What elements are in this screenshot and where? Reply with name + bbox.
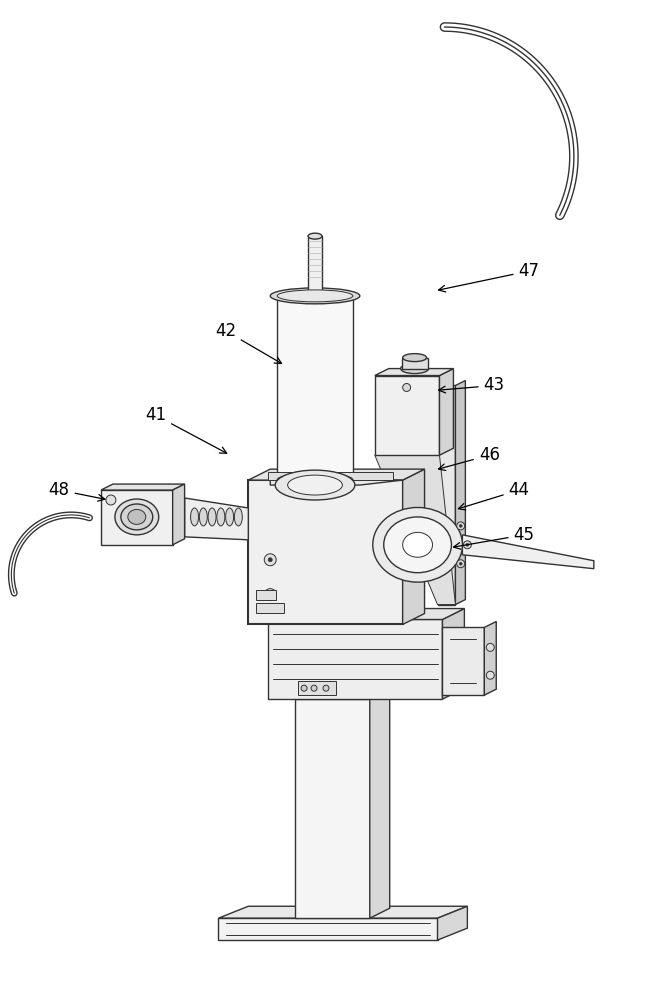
Polygon shape — [101, 490, 173, 545]
Circle shape — [463, 541, 471, 549]
Polygon shape — [248, 469, 424, 480]
Polygon shape — [219, 918, 437, 940]
Ellipse shape — [121, 504, 153, 530]
Text: 46: 46 — [439, 446, 500, 470]
Polygon shape — [370, 689, 390, 918]
Ellipse shape — [288, 475, 342, 495]
Circle shape — [459, 562, 462, 565]
Ellipse shape — [277, 289, 353, 303]
Circle shape — [486, 671, 494, 679]
Ellipse shape — [190, 508, 199, 526]
Bar — [308, 236, 322, 296]
Text: 43: 43 — [439, 376, 505, 394]
Polygon shape — [375, 376, 439, 455]
Text: 41: 41 — [145, 406, 227, 453]
Text: 42: 42 — [215, 322, 282, 363]
Polygon shape — [270, 480, 402, 485]
Polygon shape — [402, 469, 424, 624]
Ellipse shape — [373, 507, 462, 582]
Circle shape — [323, 685, 329, 691]
Bar — [402, 358, 428, 369]
Polygon shape — [184, 498, 248, 540]
Ellipse shape — [401, 364, 428, 374]
Bar — [256, 590, 276, 600]
Ellipse shape — [217, 508, 225, 526]
Polygon shape — [268, 609, 464, 619]
Ellipse shape — [226, 508, 233, 526]
Text: 45: 45 — [453, 526, 535, 549]
Circle shape — [264, 589, 276, 601]
Polygon shape — [437, 906, 468, 940]
Polygon shape — [439, 369, 453, 455]
Ellipse shape — [402, 354, 426, 362]
Polygon shape — [375, 455, 455, 605]
Ellipse shape — [128, 509, 146, 524]
Polygon shape — [442, 627, 484, 695]
Ellipse shape — [402, 532, 433, 557]
Ellipse shape — [208, 508, 216, 526]
Ellipse shape — [270, 288, 360, 304]
Ellipse shape — [277, 290, 353, 302]
Ellipse shape — [275, 470, 355, 500]
Polygon shape — [277, 296, 353, 480]
Text: 47: 47 — [439, 262, 540, 292]
Polygon shape — [248, 480, 402, 624]
Polygon shape — [173, 484, 184, 545]
Polygon shape — [484, 621, 496, 695]
Polygon shape — [375, 369, 453, 376]
Circle shape — [106, 495, 116, 505]
Ellipse shape — [115, 499, 159, 535]
Polygon shape — [101, 484, 184, 490]
Circle shape — [311, 685, 317, 691]
Circle shape — [486, 643, 494, 651]
Circle shape — [268, 593, 272, 597]
Text: 48: 48 — [48, 481, 105, 501]
Polygon shape — [437, 385, 455, 605]
Ellipse shape — [384, 517, 452, 573]
Text: 44: 44 — [459, 481, 530, 510]
Circle shape — [264, 554, 276, 566]
Circle shape — [457, 560, 464, 568]
Ellipse shape — [277, 473, 353, 487]
Polygon shape — [288, 690, 450, 699]
Ellipse shape — [199, 508, 207, 526]
Polygon shape — [219, 906, 468, 918]
Circle shape — [402, 384, 411, 391]
Bar — [268, 472, 393, 480]
Bar — [256, 603, 284, 613]
Circle shape — [268, 558, 272, 562]
Ellipse shape — [308, 233, 322, 239]
Polygon shape — [268, 619, 442, 699]
Polygon shape — [295, 689, 390, 699]
Circle shape — [457, 522, 464, 530]
Circle shape — [459, 524, 462, 527]
Polygon shape — [442, 609, 464, 699]
Polygon shape — [455, 381, 466, 605]
Circle shape — [301, 685, 307, 691]
Circle shape — [466, 543, 469, 546]
Polygon shape — [295, 699, 370, 918]
Ellipse shape — [234, 508, 243, 526]
Polygon shape — [462, 535, 594, 569]
Bar — [298, 681, 336, 695]
